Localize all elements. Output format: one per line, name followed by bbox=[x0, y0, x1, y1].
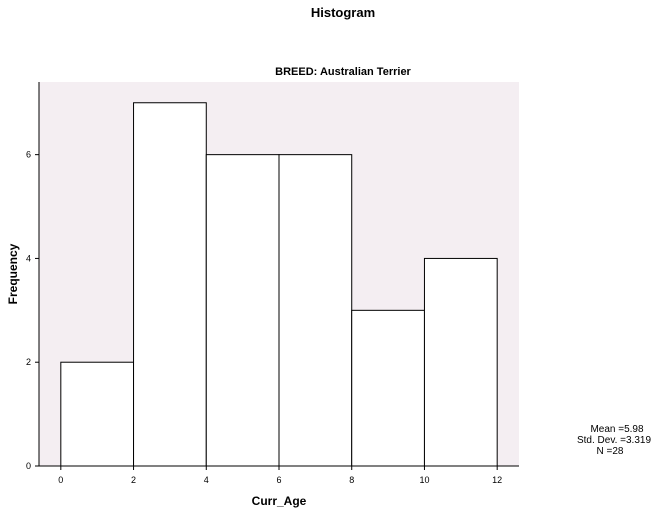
chart-title: Histogram bbox=[311, 5, 375, 20]
y-tick-label: 6 bbox=[26, 150, 31, 160]
x-tick-label: 8 bbox=[349, 475, 354, 485]
stats-box: Mean =5.98 Std. Dev. =3.319 N =28 bbox=[577, 424, 651, 457]
y-axis-title: Frequency bbox=[6, 243, 20, 304]
y-tick-label: 2 bbox=[26, 357, 31, 367]
stats-mean: Mean =5.98 bbox=[590, 424, 644, 435]
histogram-bar bbox=[278, 154, 353, 467]
y-tick-label: 0 bbox=[26, 461, 31, 471]
stats-n: N =28 bbox=[597, 446, 624, 457]
histogram-bar bbox=[205, 154, 280, 467]
histogram-bar bbox=[133, 102, 207, 467]
x-tick-label: 0 bbox=[58, 475, 63, 485]
histogram-bar bbox=[423, 257, 498, 467]
x-tick-label: 10 bbox=[419, 475, 429, 485]
bars-group bbox=[60, 102, 498, 467]
y-tick-label: 4 bbox=[26, 253, 31, 263]
x-axis-title: Curr_Age bbox=[252, 494, 307, 508]
y-axis: 0 2 4 6 bbox=[26, 82, 40, 471]
x-tick-label: 4 bbox=[204, 475, 209, 485]
x-tick-label: 2 bbox=[131, 475, 136, 485]
x-tick-label: 12 bbox=[492, 475, 502, 485]
histogram-bar bbox=[351, 309, 425, 467]
histogram-bar bbox=[60, 361, 135, 467]
stats-std-dev: Std. Dev. =3.319 bbox=[577, 435, 651, 446]
chart-subtitle: BREED: Australian Terrier bbox=[275, 66, 411, 78]
x-tick-label: 6 bbox=[276, 475, 281, 485]
x-axis: 0 2 4 6 8 10 12 bbox=[39, 465, 519, 485]
